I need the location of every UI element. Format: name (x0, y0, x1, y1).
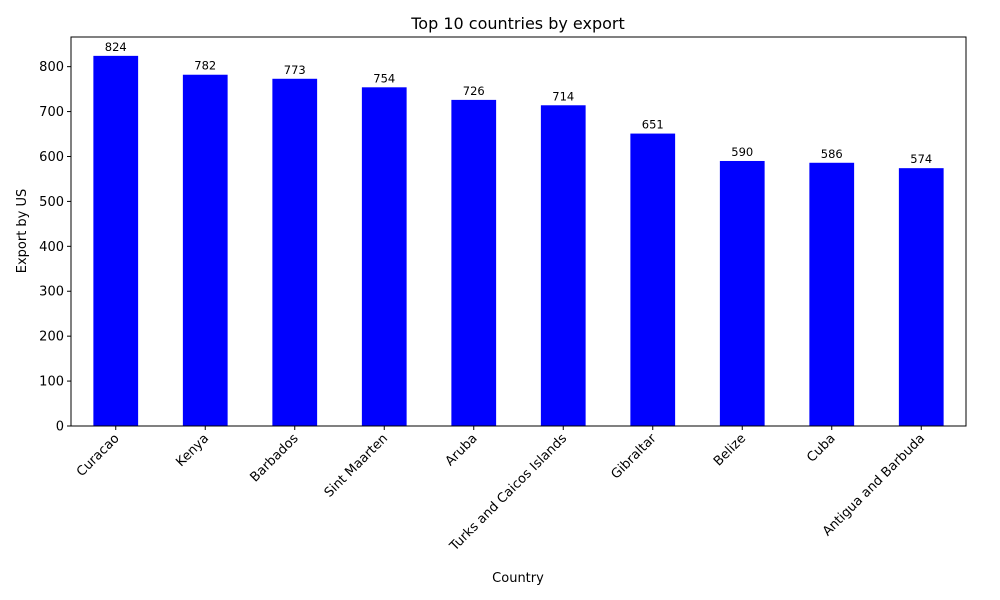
bar (809, 162, 855, 426)
bar-value-label: 824 (105, 40, 127, 54)
x-tick-label: Antigua and Barbuda (820, 431, 928, 539)
y-tick-label: 500 (39, 195, 64, 210)
bar (719, 160, 765, 426)
y-tick-label: 700 (39, 105, 64, 120)
bar-value-label: 754 (373, 71, 395, 85)
bar (630, 133, 676, 426)
bar-value-label: 574 (910, 152, 932, 166)
plot-frame (70, 36, 967, 427)
y-tick-label: 300 (39, 285, 64, 300)
y-tick-label: 800 (39, 60, 64, 75)
y-axis: 0 100 200 300 400 500 600 700 800 (39, 60, 71, 435)
bar (361, 87, 407, 426)
bar-value-labels: 824 782 773 754 726 714 651 590 586 574 (105, 40, 932, 166)
y-tick-label: 0 (56, 420, 64, 435)
x-axis-label: Country (492, 571, 544, 586)
y-tick-label: 600 (39, 150, 64, 165)
x-tick-label: Aruba (443, 431, 481, 469)
x-tick-label: Barbados (248, 431, 302, 485)
bar (540, 105, 586, 427)
y-tick-label: 200 (39, 330, 64, 345)
bar-value-label: 714 (552, 89, 574, 103)
x-tick-label: Curacao (74, 431, 123, 480)
bar (272, 78, 318, 426)
x-tick-label: Belize (711, 431, 749, 469)
bar-value-label: 773 (284, 63, 306, 77)
bar (93, 55, 139, 426)
bar (898, 168, 944, 426)
x-tick-label: Sint Maarten (322, 431, 391, 500)
bar (451, 99, 497, 426)
bar-value-label: 586 (821, 147, 843, 161)
y-tick-label: 400 (39, 240, 64, 255)
chart-title: Top 10 countries by export (410, 14, 625, 33)
bar-value-label: 726 (463, 84, 485, 98)
bar (182, 74, 228, 426)
x-axis: Curacao Kenya Barbados Sint Maarten ArubaTur… (74, 426, 928, 555)
x-tick-label: Cuba (804, 431, 838, 465)
x-tick-label: Gibraltar (608, 431, 660, 483)
bar-value-label: 782 (194, 59, 216, 73)
bars-group (93, 55, 944, 427)
bar-value-label: 590 (731, 145, 753, 159)
y-tick-label: 100 (39, 375, 64, 390)
y-axis-label: Export by US (15, 189, 30, 274)
bar-value-label: 651 (642, 118, 664, 132)
x-tick-label: Kenya (173, 431, 212, 470)
